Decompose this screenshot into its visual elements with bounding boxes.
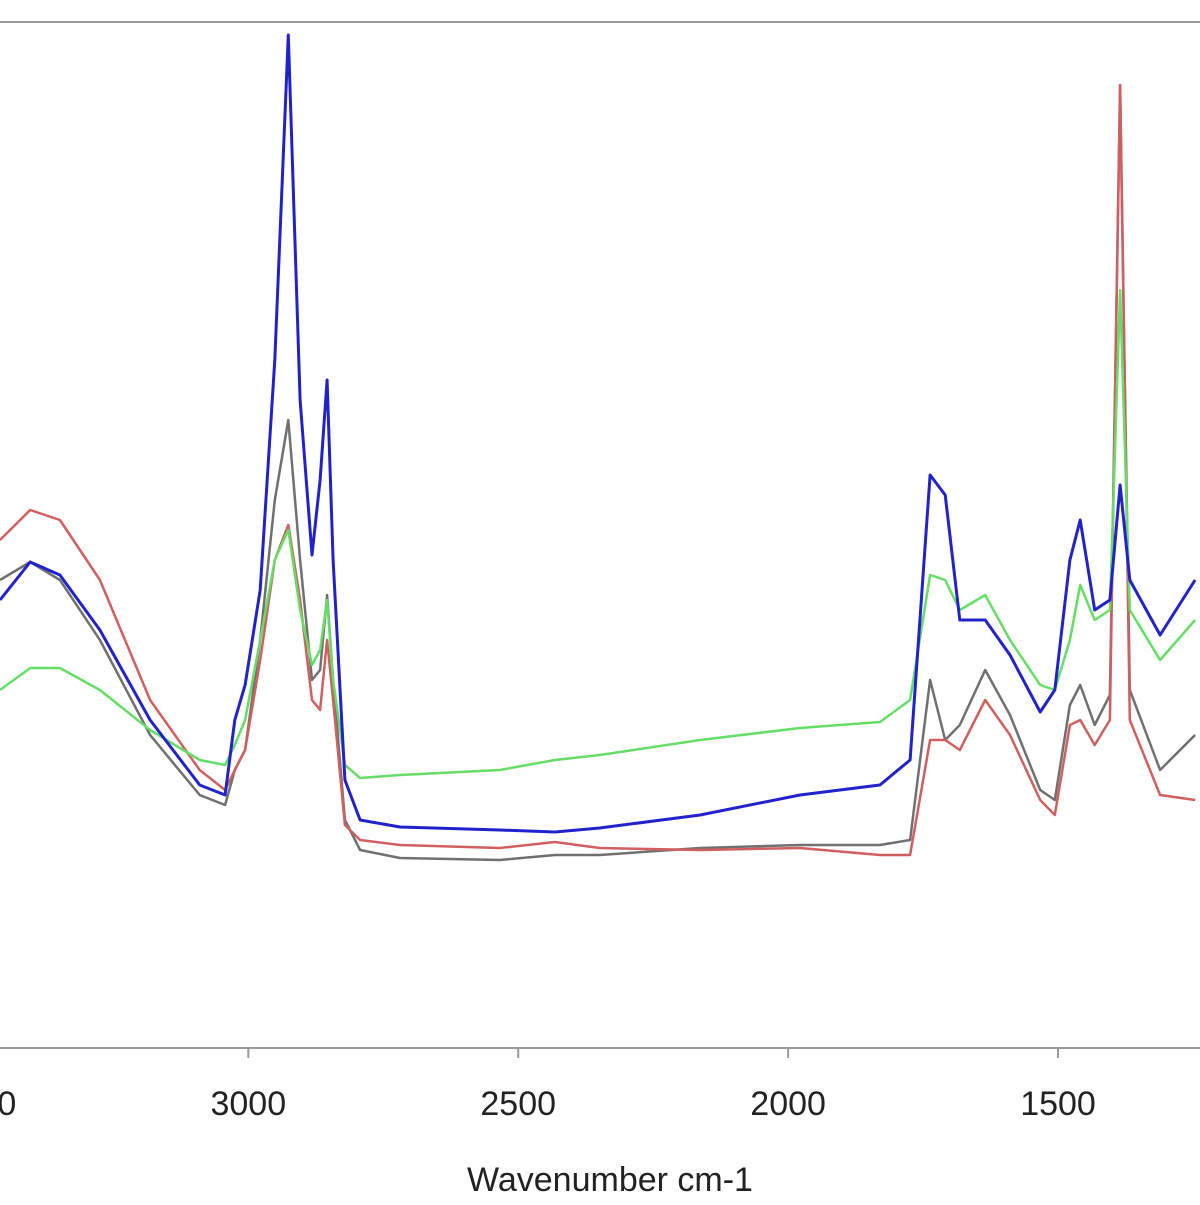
x-tick-label: 2500 — [480, 1085, 556, 1123]
spectrum-line — [0, 83, 1196, 862]
x-tick-label: 3000 — [210, 1085, 286, 1123]
spectrum-line — [0, 83, 1196, 857]
x-axis-label: Wavenumber cm-1 — [467, 1161, 753, 1199]
x-tick-label: 3500 — [0, 1085, 16, 1123]
x-tick-label: 2000 — [750, 1085, 826, 1123]
x-tick-label: 1500 — [1020, 1085, 1096, 1123]
spectrum-line — [0, 288, 1197, 780]
spectrum-line — [0, 33, 1197, 834]
